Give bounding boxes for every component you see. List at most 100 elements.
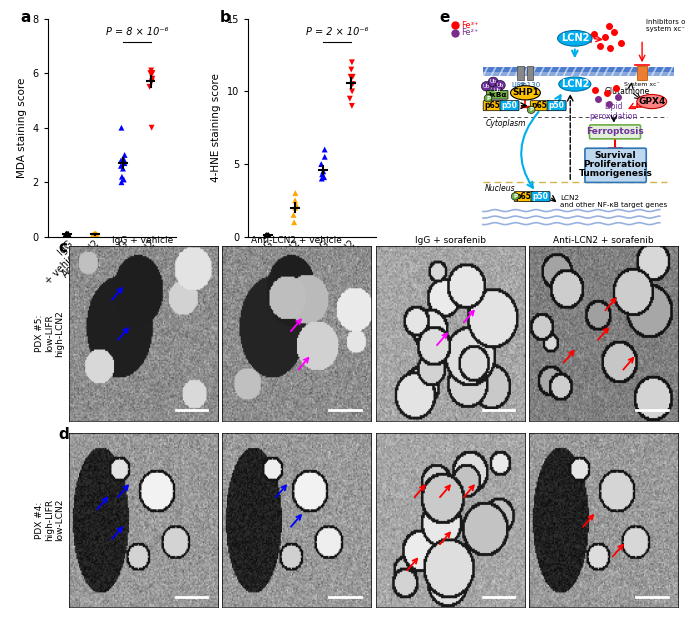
- Point: [147, 77, 158, 87]
- Circle shape: [492, 85, 502, 95]
- Point: [263, 231, 274, 240]
- Text: GPX4: GPX4: [638, 97, 665, 106]
- Point: [290, 200, 301, 210]
- FancyBboxPatch shape: [585, 148, 646, 183]
- Point: [288, 210, 299, 220]
- Circle shape: [488, 77, 499, 87]
- Point: [347, 57, 358, 67]
- Point: [91, 230, 102, 240]
- Text: Lipid
peroxidation: Lipid peroxidation: [590, 102, 638, 121]
- Point: [61, 229, 72, 239]
- Bar: [483, 67, 673, 72]
- Text: b: b: [220, 10, 231, 25]
- Point: [345, 72, 356, 82]
- Point: [146, 123, 157, 133]
- Text: Ferroptosis: Ferroptosis: [586, 127, 644, 136]
- Bar: [483, 72, 673, 77]
- Text: p50: p50: [549, 101, 564, 110]
- Point: [63, 229, 74, 239]
- Point: [90, 229, 101, 239]
- Point: [262, 231, 273, 240]
- FancyBboxPatch shape: [500, 101, 519, 111]
- Point: [347, 72, 358, 82]
- Point: [290, 202, 301, 212]
- Point: [90, 229, 101, 239]
- Point: [60, 229, 71, 239]
- Ellipse shape: [637, 95, 667, 108]
- Text: Ub: Ub: [483, 83, 490, 89]
- Circle shape: [482, 82, 491, 91]
- Point: [90, 229, 101, 239]
- Text: Survival: Survival: [595, 151, 636, 160]
- Point: [116, 123, 127, 133]
- Point: [146, 65, 157, 75]
- Point: [261, 231, 272, 240]
- Title: Anti-LCN2 + sorafenib: Anti-LCN2 + sorafenib: [553, 236, 654, 245]
- Point: [260, 231, 271, 240]
- Y-axis label: PDX #5:
low-LIFR
high-LCN2: PDX #5: low-LIFR high-LCN2: [34, 310, 64, 357]
- Point: [116, 156, 127, 166]
- FancyBboxPatch shape: [530, 101, 549, 111]
- Text: LCN2: LCN2: [560, 33, 589, 44]
- Point: [116, 161, 127, 171]
- Point: [144, 82, 155, 92]
- Point: [62, 229, 73, 239]
- Text: LIFR: LIFR: [512, 82, 526, 88]
- Point: [288, 217, 299, 227]
- Point: [119, 174, 129, 184]
- Point: [316, 174, 327, 184]
- Ellipse shape: [559, 77, 591, 91]
- Text: Fe²⁺: Fe²⁺: [461, 29, 479, 37]
- Point: [63, 231, 74, 240]
- Text: P: P: [530, 107, 533, 112]
- Point: [119, 158, 130, 168]
- Point: [345, 93, 356, 103]
- Title: Anti-LCN2 + vehicle: Anti-LCN2 + vehicle: [251, 236, 342, 245]
- Circle shape: [527, 106, 535, 113]
- Point: [316, 159, 327, 169]
- FancyBboxPatch shape: [547, 101, 566, 111]
- Bar: [517, 65, 524, 80]
- Text: P: P: [513, 194, 517, 199]
- Point: [91, 229, 102, 239]
- Point: [263, 231, 274, 241]
- Title: IgG + vehicle: IgG + vehicle: [112, 236, 174, 245]
- Text: System xc⁻: System xc⁻: [624, 82, 660, 87]
- Point: [88, 230, 99, 240]
- Point: [147, 74, 158, 83]
- Point: [347, 87, 358, 97]
- Ellipse shape: [510, 86, 540, 100]
- Y-axis label: MDA staining score: MDA staining score: [17, 77, 27, 178]
- Bar: [527, 65, 533, 80]
- Point: [319, 172, 329, 182]
- Point: [147, 69, 158, 78]
- Point: [88, 231, 99, 240]
- Point: [261, 231, 272, 240]
- Text: IκBα: IκBα: [488, 92, 507, 98]
- Text: Ub: Ub: [493, 88, 500, 93]
- Text: LCN2: LCN2: [560, 79, 589, 89]
- Text: P = 8 × 10⁻⁶: P = 8 × 10⁻⁶: [105, 27, 168, 37]
- Point: [319, 152, 330, 162]
- Point: [346, 65, 357, 75]
- Ellipse shape: [558, 31, 592, 46]
- Text: e: e: [439, 10, 450, 25]
- Text: gp130: gp130: [519, 82, 541, 88]
- Text: P: P: [486, 96, 490, 101]
- Text: Ub: Ub: [497, 83, 503, 88]
- Point: [63, 229, 74, 239]
- Text: Glutathione: Glutathione: [605, 87, 650, 97]
- Text: Cytoplasm: Cytoplasm: [485, 118, 526, 128]
- Point: [316, 169, 327, 179]
- Text: Nucleus: Nucleus: [485, 184, 516, 193]
- Circle shape: [495, 80, 506, 90]
- Point: [60, 230, 71, 240]
- Point: [347, 79, 358, 89]
- Point: [347, 101, 358, 111]
- Y-axis label: 4-HNE staining score: 4-HNE staining score: [211, 74, 221, 182]
- Point: [260, 231, 271, 240]
- Text: c: c: [58, 240, 67, 255]
- Point: [118, 164, 129, 174]
- Point: [60, 230, 71, 240]
- Text: p50: p50: [532, 192, 548, 201]
